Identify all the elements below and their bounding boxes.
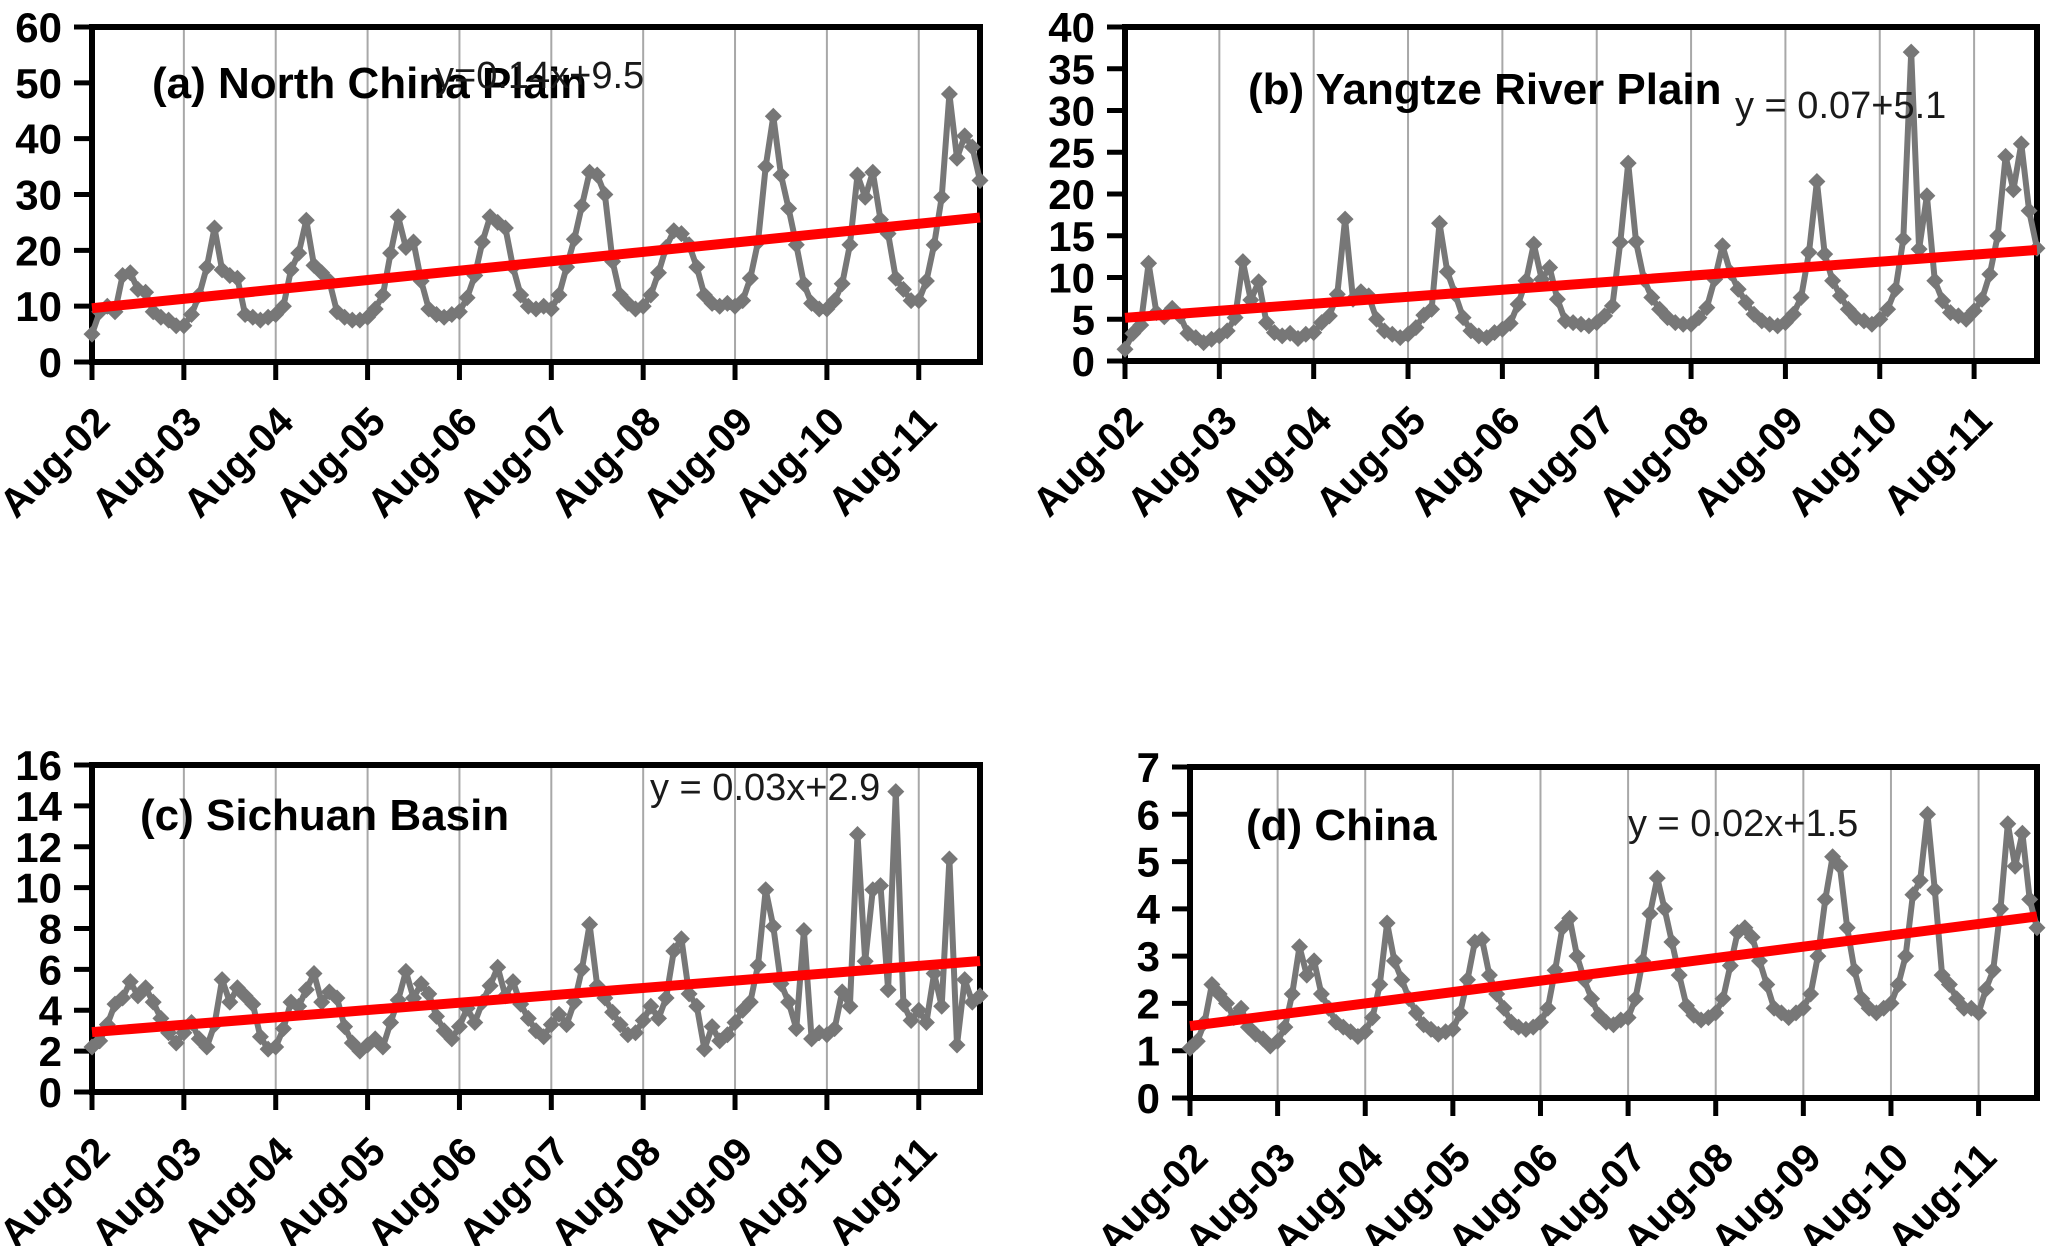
- chart-c-title: (c) Sichuan Basin: [140, 791, 509, 840]
- y-tick-label-c: 0: [39, 1069, 62, 1116]
- y-tick-label-d: 7: [1137, 744, 1160, 791]
- chart-a-title: (a) North China Plain: [152, 59, 587, 108]
- x-axis-b: Aug-02Aug-03Aug-04Aug-05Aug-06Aug-07Aug-…: [1024, 361, 2000, 525]
- series-markers-c: [83, 783, 989, 1060]
- plots-layer: 0102030405060Aug-02Aug-03Aug-04Aug-05Aug…: [0, 4, 2046, 1246]
- y-tick-label-d: 1: [1137, 1028, 1160, 1075]
- y-tick-label-b: 15: [1048, 213, 1095, 260]
- gridlines-b: [1218, 27, 1976, 361]
- chart-c-equation: y = 0.03x+2.9: [650, 767, 880, 809]
- y-tick-label-a: 20: [15, 227, 62, 274]
- chart-d-group: 01234567Aug-02Aug-03Aug-04Aug-05Aug-06Au…: [1089, 744, 2046, 1246]
- y-tick-label-c: 12: [15, 824, 62, 871]
- y-tick-label-c: 16: [15, 742, 62, 789]
- trend-line-a: [91, 212, 981, 314]
- y-tick-label-b: 35: [1048, 46, 1095, 93]
- y-tick-label-b: 20: [1048, 171, 1095, 218]
- trend-line-d: [1189, 911, 2038, 1032]
- y-tick-label-b: 5: [1072, 296, 1095, 343]
- y-tick-label-a: 50: [15, 60, 62, 107]
- y-tick-label-a: 10: [15, 283, 62, 330]
- y-tick-label-c: 2: [39, 1028, 62, 1075]
- y-tick-label-c: 6: [39, 946, 62, 993]
- y-tick-label-d: 2: [1137, 980, 1160, 1027]
- y-tick-label-b: 40: [1048, 4, 1095, 51]
- y-tick-label-d: 5: [1137, 839, 1160, 886]
- y-tick-label-d: 6: [1137, 791, 1160, 838]
- y-tick-label-a: 0: [39, 339, 62, 386]
- y-tick-label-b: 10: [1048, 255, 1095, 302]
- x-axis-a: Aug-02Aug-03Aug-04Aug-05Aug-06Aug-07Aug-…: [0, 362, 945, 526]
- x-axis-c: Aug-02Aug-03Aug-04Aug-05Aug-06Aug-07Aug-…: [0, 1092, 945, 1246]
- y-tick-label-a: 40: [15, 116, 62, 163]
- y-tick-label-d: 4: [1137, 886, 1161, 933]
- chart-d-title: (d) China: [1246, 801, 1437, 850]
- trend-line-c: [91, 956, 981, 1038]
- chart-b-title: (b) Yangtze River Plain: [1248, 65, 1722, 114]
- trend-line-b: [1124, 245, 2038, 323]
- y-tick-label-b: 30: [1048, 88, 1095, 135]
- y-tick-label-c: 10: [15, 865, 62, 912]
- y-tick-label-d: 0: [1137, 1075, 1160, 1122]
- y-tick-label-d: 3: [1137, 933, 1160, 980]
- y-tick-label-b: 25: [1048, 129, 1095, 176]
- gridlines-d: [1276, 767, 1980, 1098]
- chart-d-equation: y = 0.02x+1.5: [1628, 803, 1858, 845]
- y-tick-label-a: 30: [15, 172, 62, 219]
- y-tick-label-a: 60: [15, 4, 62, 51]
- x-tick-label-b: Aug-11: [1875, 398, 2000, 523]
- chart-a-equation: y=0.14x+9.5: [435, 55, 644, 97]
- y-axis-a: 0 10 20 30 40 50 60: [15, 4, 92, 386]
- gridlines-a: [182, 27, 920, 362]
- y-tick-label-c: 8: [39, 906, 62, 953]
- chart-b-equation: y = 0.07+5.1: [1735, 85, 1946, 127]
- y-tick-label-c: 14: [15, 783, 62, 830]
- x-axis-d: Aug-02Aug-03Aug-04Aug-05Aug-06Aug-07Aug-…: [1089, 1098, 2005, 1246]
- y-tick-label-c: 4: [39, 987, 63, 1034]
- y-tick-label-b: 0: [1072, 338, 1095, 385]
